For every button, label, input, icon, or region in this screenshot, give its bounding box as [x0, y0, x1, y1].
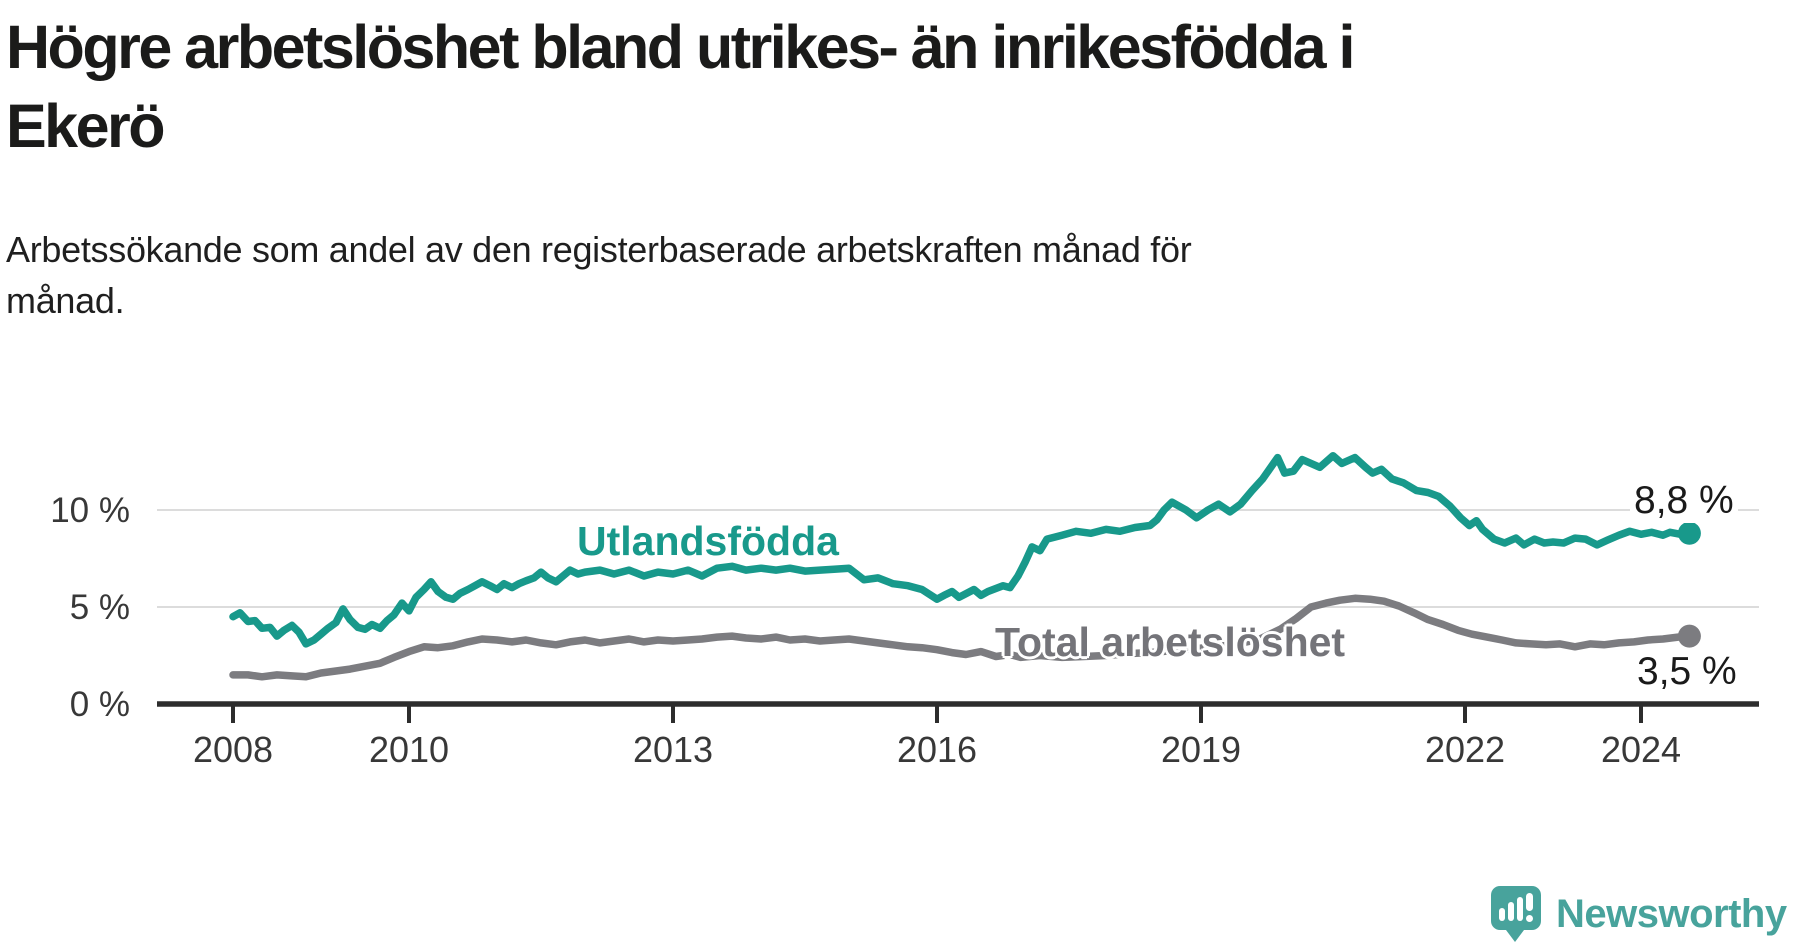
- series-label-total-arbetsloshet: Total arbetslöshet: [995, 619, 1346, 665]
- y-tick-label: 5 %: [70, 588, 130, 627]
- x-tick-label: 2008: [193, 729, 273, 770]
- page-title: Högre arbetslöshet bland utrikes- än inr…: [6, 8, 1355, 167]
- series-end-dot-1: [1677, 624, 1701, 648]
- y-tick-label: 10 %: [50, 491, 130, 530]
- x-tick-label: 2010: [369, 729, 449, 770]
- x-tick-label: 2019: [1161, 729, 1241, 770]
- newsworthy-logo: Newsworthy: [1490, 885, 1787, 943]
- series-line-1: [229, 594, 1694, 681]
- series-line-0: [229, 451, 1694, 648]
- title-line-1: Högre arbetslöshet bland utrikes- än inr…: [6, 13, 1355, 81]
- newsworthy-logo-text: Newsworthy: [1556, 891, 1787, 936]
- end-value-label-utlandsfodda: 8,8 %: [1630, 479, 1738, 523]
- x-tick-label: 2024: [1601, 729, 1681, 770]
- y-tick-label: 0 %: [70, 685, 130, 724]
- end-value-label-total: 3,5 %: [1633, 650, 1741, 694]
- newsworthy-bubble-icon: [1491, 886, 1541, 942]
- x-tick-label: 2022: [1425, 729, 1505, 770]
- subtitle-line-1: Arbetssökande som andel av den registerb…: [6, 229, 1192, 270]
- x-tick-label: 2013: [633, 729, 713, 770]
- chart-subtitle: Arbetssökande som andel av den registerb…: [6, 224, 1192, 326]
- series-label-utlandsfodda: Utlandsfödda: [577, 518, 839, 564]
- x-tick-label: 2016: [897, 729, 977, 770]
- title-line-2: Ekerö: [6, 92, 166, 161]
- series-end-dot-0: [1677, 521, 1701, 545]
- subtitle-line-2: månad.: [6, 280, 125, 322]
